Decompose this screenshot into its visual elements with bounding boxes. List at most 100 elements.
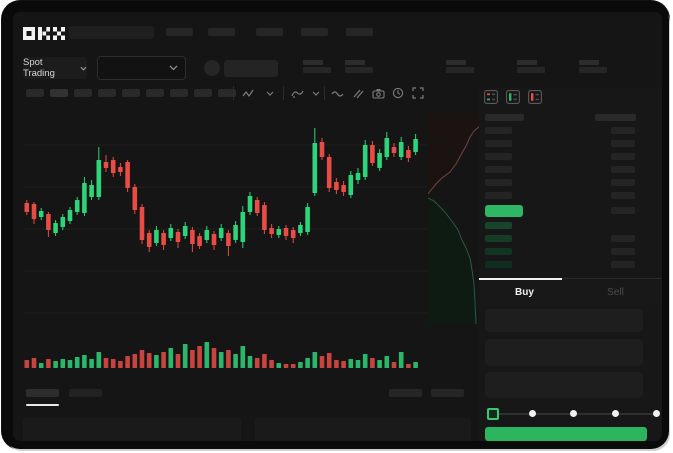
ask-amount-placeholder (611, 127, 635, 134)
bottom-action-placeholder[interactable] (431, 389, 464, 397)
market-type-dropdown[interactable]: Spot Trading (23, 57, 87, 79)
market-type-label: Spot Trading (23, 57, 55, 79)
stat-label-placeholder (579, 60, 599, 65)
search-input[interactable] (69, 26, 154, 39)
pair-name-placeholder (224, 60, 278, 77)
total-field[interactable] (485, 372, 643, 398)
last-price-badge[interactable] (485, 205, 523, 217)
depth-chart[interactable] (428, 112, 480, 324)
ask-price-placeholder[interactable] (485, 166, 512, 173)
side-tabs: Buy Sell (479, 278, 662, 305)
slider-stop[interactable] (570, 410, 577, 417)
stat-label-placeholder (303, 60, 323, 65)
chart-type-icon[interactable] (241, 86, 255, 100)
bid-price-placeholder[interactable] (485, 261, 512, 268)
book-bids-icon[interactable] (506, 90, 520, 104)
tab-sell-label: Sell (607, 286, 624, 298)
fullscreen-icon[interactable] (411, 86, 425, 100)
nav-item-placeholder[interactable] (301, 28, 328, 36)
chevron-down-icon[interactable] (265, 86, 274, 100)
chevron-down-icon (80, 66, 87, 71)
stat-label-placeholder (446, 60, 466, 65)
history-panel-placeholder (255, 418, 471, 441)
book-asks-icon[interactable] (528, 90, 542, 104)
bid-price-placeholder[interactable] (485, 248, 512, 255)
timeframe-button-placeholder[interactable] (194, 89, 212, 97)
ask-amount-placeholder (611, 153, 635, 160)
timeframe-button-placeholder[interactable] (74, 89, 92, 97)
tab-buy[interactable]: Buy (479, 279, 570, 305)
chevron-down-icon (169, 65, 178, 71)
slider-stop[interactable] (487, 408, 499, 420)
nav-item-placeholder[interactable] (208, 28, 235, 36)
stat-value-placeholder (303, 67, 331, 73)
book-header-amount (595, 114, 636, 121)
stat-value-placeholder (517, 67, 545, 73)
timeframe-button-placeholder[interactable] (122, 89, 140, 97)
clock-icon[interactable] (391, 86, 405, 100)
bid-amount-placeholder (611, 261, 635, 268)
candlestick-chart[interactable] (23, 110, 429, 372)
nav-item-placeholder[interactable] (166, 28, 193, 36)
ask-amount-placeholder (611, 166, 635, 173)
line-tool-icon[interactable] (330, 86, 344, 100)
active-tab-indicator (479, 278, 562, 280)
price-field[interactable] (485, 309, 643, 332)
slider-stop[interactable] (528, 410, 536, 417)
ask-price-placeholder[interactable] (485, 140, 512, 147)
okx-logo-icon (23, 27, 65, 40)
bid-price-placeholder[interactable] (485, 235, 512, 242)
amount-field[interactable] (485, 339, 643, 366)
amount-slider[interactable] (487, 408, 660, 420)
ask-price-placeholder[interactable] (485, 179, 512, 186)
bottom-tab-placeholder[interactable] (26, 389, 59, 397)
bottom-action-placeholder[interactable] (389, 389, 422, 397)
book-header-price (485, 114, 524, 121)
timeframe-button-placeholder[interactable] (50, 89, 68, 97)
orders-panel-placeholder (23, 418, 241, 441)
pair-selector-dropdown[interactable] (97, 56, 186, 80)
nav-item-placeholder[interactable] (256, 28, 283, 36)
screen: Spot Trading (13, 12, 662, 441)
okx-logo[interactable] (23, 27, 65, 40)
bid-amount-placeholder (611, 235, 635, 242)
coin-avatar (204, 60, 220, 76)
timeframe-button-placeholder[interactable] (26, 89, 44, 97)
book-row-value (611, 207, 635, 214)
nav-item-placeholder[interactable] (346, 28, 373, 36)
active-tab-underline (26, 404, 59, 406)
tab-sell[interactable]: Sell (570, 279, 661, 305)
indicators-icon[interactable] (290, 86, 304, 100)
bottom-tab-placeholder[interactable] (69, 389, 102, 397)
timeframe-button-placeholder[interactable] (170, 89, 188, 97)
tab-buy-label: Buy (515, 286, 534, 298)
ask-price-placeholder[interactable] (485, 153, 512, 160)
stat-label-placeholder (345, 60, 365, 65)
stat-value-placeholder (579, 67, 607, 73)
divider (283, 86, 284, 100)
parallel-lines-icon[interactable] (351, 86, 365, 100)
divider (233, 86, 234, 100)
slider-stop[interactable] (611, 410, 619, 417)
ask-amount-placeholder (611, 140, 635, 147)
camera-icon[interactable] (371, 86, 385, 100)
chevron-down-icon[interactable] (311, 86, 320, 100)
divider (324, 86, 325, 100)
buy-submit-button[interactable] (485, 427, 647, 441)
ask-amount-placeholder (611, 192, 635, 199)
bid-amount-placeholder (611, 248, 635, 255)
timeframe-button-placeholder[interactable] (218, 89, 236, 97)
slider-stop[interactable] (653, 410, 660, 417)
timeframe-button-placeholder[interactable] (98, 89, 116, 97)
stat-value-placeholder (345, 67, 373, 73)
stat-value-placeholder (446, 67, 474, 73)
ask-price-placeholder[interactable] (485, 127, 512, 134)
bid-price-placeholder[interactable] (485, 222, 512, 229)
order-book-panel: Buy Sell (479, 88, 662, 441)
ask-price-placeholder[interactable] (485, 192, 512, 199)
timeframe-button-placeholder[interactable] (146, 89, 164, 97)
ask-amount-placeholder (611, 179, 635, 186)
book-both-icon[interactable] (484, 90, 498, 104)
stat-label-placeholder (517, 60, 537, 65)
